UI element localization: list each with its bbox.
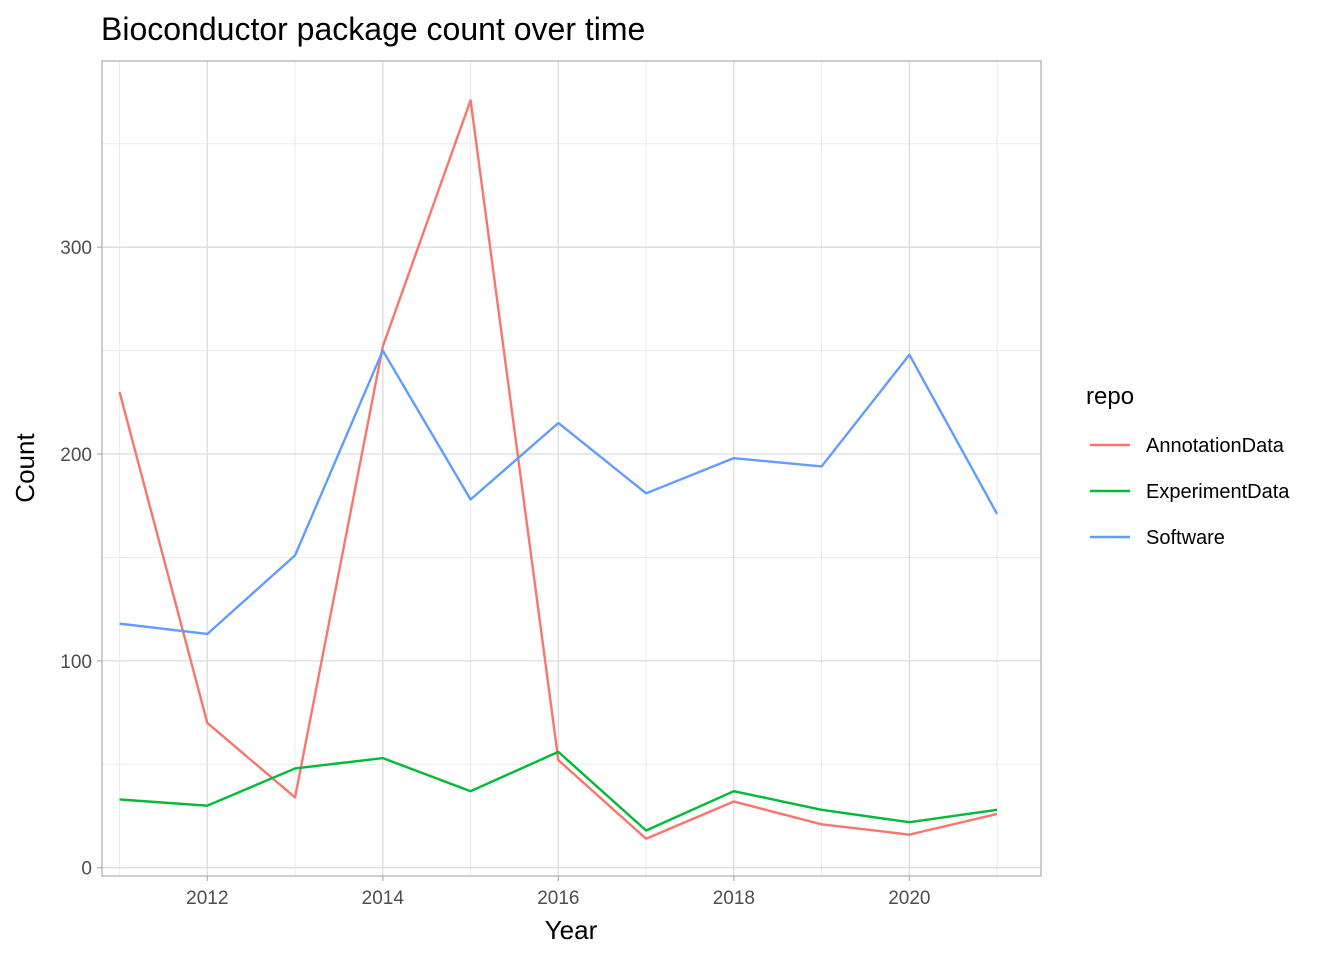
legend-label-software: Software	[1146, 527, 1225, 549]
plot-area	[102, 61, 1041, 876]
x-tick-label: 2012	[186, 888, 228, 909]
y-tick-label: 200	[60, 445, 92, 466]
series-lines	[118, 99, 999, 840]
series-line-software	[119, 349, 999, 636]
plot-border	[101, 60, 1042, 877]
x-tick-label: 2018	[713, 888, 755, 909]
series-line-annotationdata	[118, 99, 998, 840]
legend: repo AnnotationData ExperimentData Softwar…	[1086, 383, 1290, 549]
y-tick-label: 0	[81, 859, 92, 880]
x-tick-label: 2014	[362, 888, 405, 909]
legend-label-experimentdata: ExperimentData	[1146, 481, 1290, 503]
major-gridlines	[102, 61, 1041, 876]
y-axis-ticks: 0 100 200 300	[60, 238, 102, 880]
minor-gridlines	[102, 61, 1041, 876]
y-axis-title: Count	[10, 433, 40, 503]
x-axis-ticks: 2012 2014 2016 2018 2020	[186, 876, 931, 909]
x-axis-title: Year	[545, 915, 598, 945]
legend-items: AnnotationData ExperimentData Software	[1090, 435, 1290, 549]
y-tick-label: 100	[60, 652, 92, 673]
x-tick-label: 2016	[537, 888, 579, 909]
legend-label-annotationdata: AnnotationData	[1146, 435, 1285, 457]
series-line-experimentdata	[119, 750, 998, 832]
plot-background	[102, 61, 1041, 876]
legend-title: repo	[1086, 383, 1134, 410]
y-tick-label: 300	[60, 238, 92, 259]
chart-title: Bioconductor package count over time	[101, 11, 645, 47]
x-tick-label: 2020	[888, 888, 930, 909]
